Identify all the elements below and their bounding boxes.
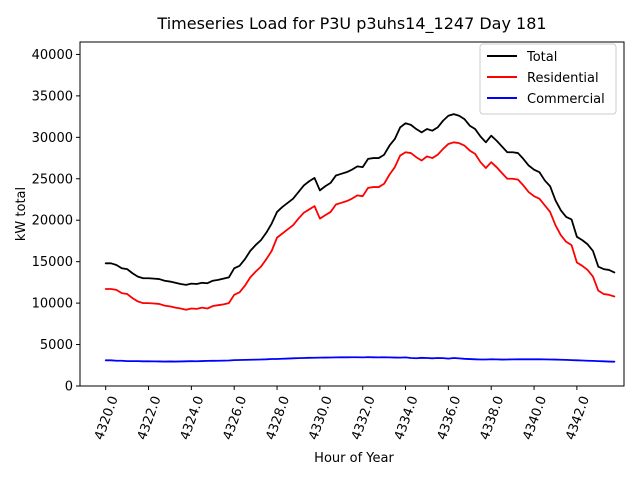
y-axis-label: kW total [14,187,29,241]
y-tick-label: 20000 [32,214,73,229]
series-line-total [104,113,616,286]
legend-label-commercial: Commercial [527,92,605,107]
y-axis: 0 5000 10000 15000 20000 25000 30000 35000 40000 [32,48,80,395]
y-tick-label: 0 [65,380,73,395]
chart-title: Timeseries Load for P3U p3uhs14_1247 Day… [156,14,546,34]
y-tick-label: 5000 [40,338,73,353]
y-tick-label: 10000 [32,297,73,312]
series-line-residential [104,141,616,311]
legend-frame [479,43,617,115]
legend: Total Residential Commercial [479,43,617,115]
plot-frame [79,41,625,387]
legend-label-total: Total [526,50,557,65]
series-layer [104,113,616,363]
y-tick-label: 35000 [32,89,73,104]
y-tick-label: 15000 [32,255,73,270]
y-tick-label: 25000 [32,172,73,187]
legend-label-residential: Residential [527,71,599,86]
y-tick-label: 30000 [32,131,73,146]
x-axis-label: Hour of Year [314,451,394,466]
y-tick-label: 40000 [32,48,73,63]
series-line-commercial [104,356,616,363]
